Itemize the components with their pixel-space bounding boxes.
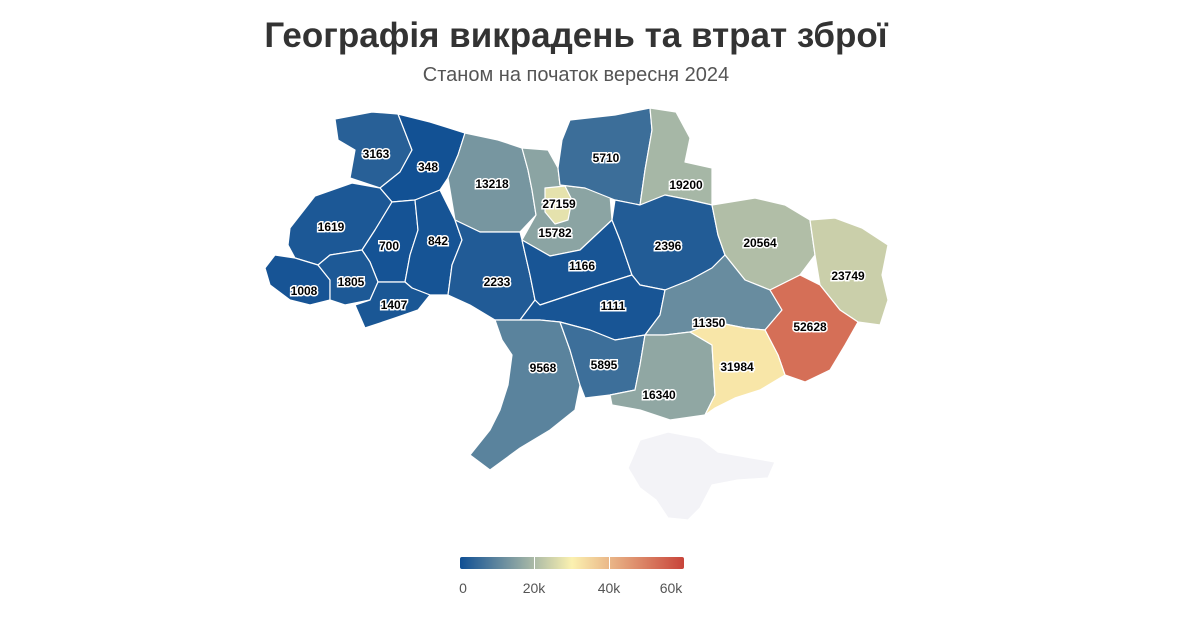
region-Закарпатська[interactable] xyxy=(264,254,331,306)
region-value-label: 5710 xyxy=(593,151,620,165)
region-value-label: 31984 xyxy=(720,360,754,374)
map-title: Географія викрадень та втрат зброї xyxy=(264,16,888,55)
legend-tick-mark xyxy=(534,557,535,569)
region-Київ[interactable] xyxy=(544,185,573,225)
region-Запорізька[interactable] xyxy=(689,321,786,416)
region-value-label: 52628 xyxy=(793,320,827,334)
region-Луганська[interactable] xyxy=(809,217,889,326)
region-value-label: 27159 xyxy=(542,197,576,211)
region-value-label: 15782 xyxy=(538,226,572,240)
region-value-label: 3163 xyxy=(363,147,390,161)
legend-tick-label: 40k xyxy=(597,580,621,596)
region-value-label: 2396 xyxy=(655,239,682,253)
region-Крим[interactable] xyxy=(627,431,776,521)
region-value-label: 1166 xyxy=(569,259,595,273)
map-subtitle: Станом на початок вересня 2024 xyxy=(422,64,730,86)
color-scale-bar xyxy=(460,557,684,569)
region-Хмельницька[interactable] xyxy=(404,189,463,296)
region-Одеська[interactable] xyxy=(469,319,581,471)
region-value-label: 1111 xyxy=(601,299,626,313)
region-value-label: 9568 xyxy=(530,361,557,375)
region-value-label: 20564 xyxy=(743,236,777,250)
region-value-label: 842 xyxy=(428,234,448,248)
legend-tick-label: 60k xyxy=(659,580,683,596)
region-value-label: 19200 xyxy=(669,178,703,192)
legend-tick-mark xyxy=(609,557,610,569)
region-value-label: 1619 xyxy=(318,220,345,234)
region-value-label: 5895 xyxy=(591,358,618,372)
legend-tick-label: 20k xyxy=(522,580,546,596)
region-Житомирська[interactable] xyxy=(447,132,537,233)
region-value-label: 1407 xyxy=(381,298,408,312)
region-Вінницька[interactable] xyxy=(447,219,536,321)
region-value-label: 23749 xyxy=(831,269,865,283)
region-value-label: 348 xyxy=(418,160,438,174)
region-value-label: 11350 xyxy=(693,316,726,330)
region-value-label: 1008 xyxy=(291,284,318,298)
legend-tick-label: 0 xyxy=(459,580,467,596)
region-Чернівецька[interactable] xyxy=(354,281,431,329)
region-value-label: 1805 xyxy=(338,275,365,289)
region-value-label: 13218 xyxy=(475,177,509,191)
region-value-label: 2233 xyxy=(484,275,511,289)
region-value-label: 16340 xyxy=(642,388,676,402)
region-value-label: 700 xyxy=(379,239,399,253)
